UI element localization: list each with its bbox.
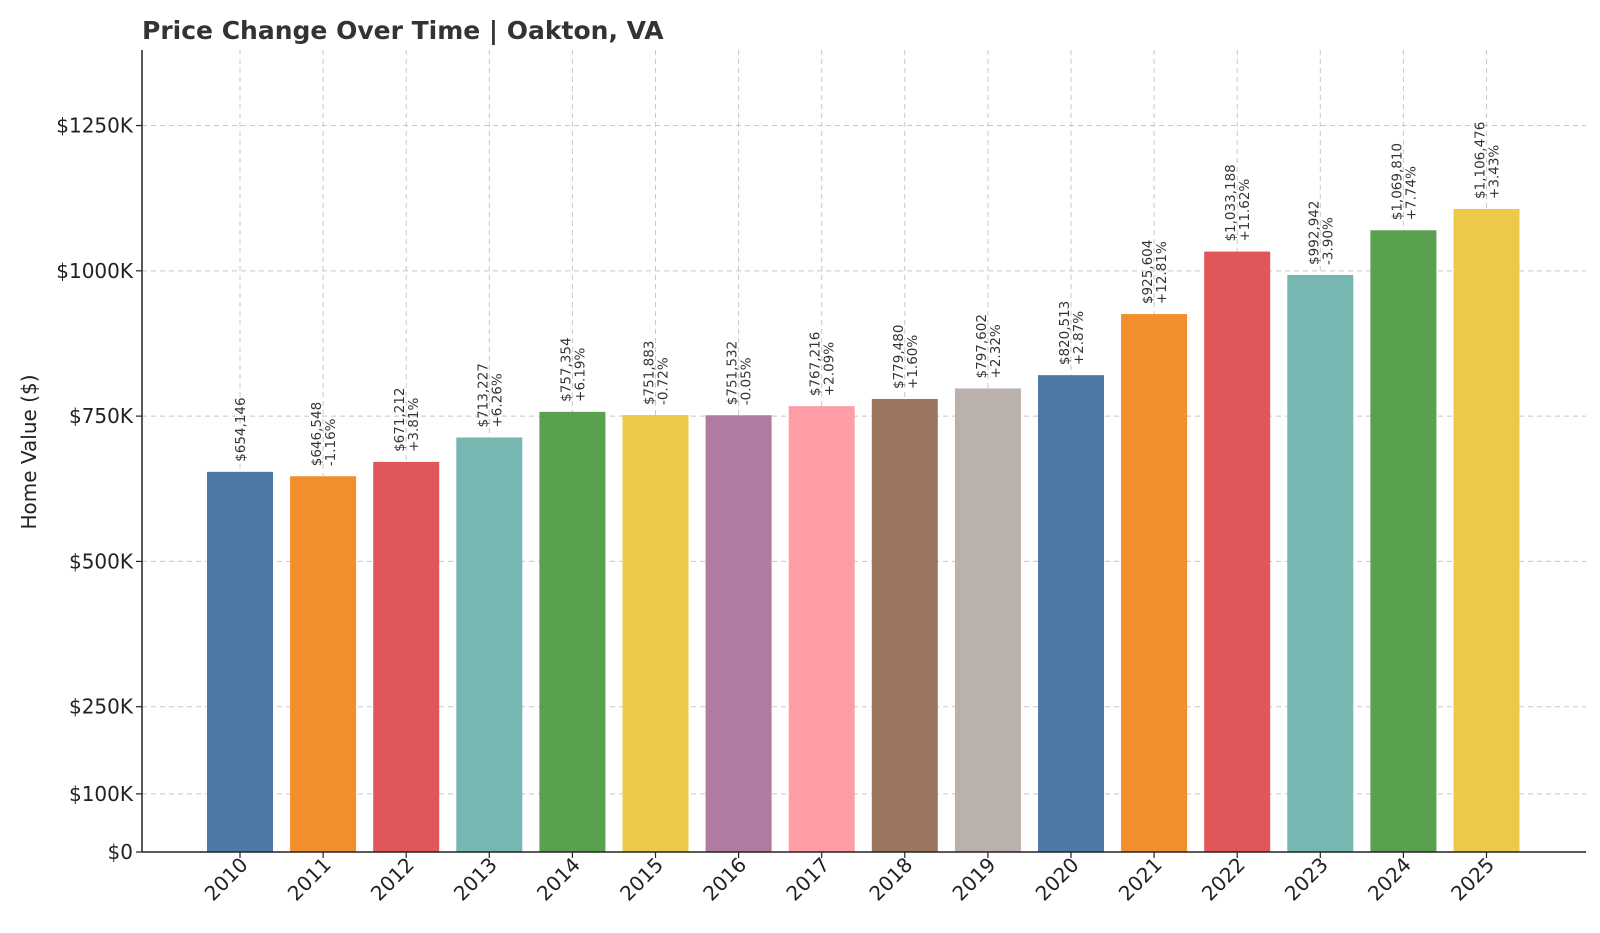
bar-2014 [539, 411, 606, 852]
bars [207, 208, 1520, 853]
bar-2023 [1287, 274, 1354, 853]
bar-2010 [207, 471, 273, 852]
y-tick-label: $1250K [56, 114, 134, 138]
y-tick-label: $500K [69, 549, 134, 573]
bar-2019 [954, 388, 1021, 852]
y-tick-label: $250K [69, 695, 134, 719]
bar-value-label: $820,513 [1057, 301, 1073, 365]
bar-value-label: $1,069,810 [1389, 143, 1405, 220]
x-tick-label: 2017 [781, 853, 834, 906]
bar-change-label: +2.87% [1071, 311, 1087, 365]
bar-label-2021: $925,604+12.81% [1140, 240, 1170, 304]
bar-2017 [788, 406, 855, 852]
y-tick-label: $100K [69, 782, 134, 806]
bar-2013 [456, 437, 523, 852]
bar-label-2019: $797,602+2.32% [974, 314, 1004, 378]
bar-2018 [871, 398, 938, 852]
x-tick-label: 2018 [864, 853, 917, 906]
x-ticks: 2010 2011 2012 2013 2014 2015 2016 2017 2018 2019… [200, 852, 1499, 906]
bar-value-label: $751,883 [642, 341, 658, 405]
x-tick-label: 2010 [200, 853, 253, 906]
bar-change-label: +1.60% [905, 335, 921, 389]
bar-change-label: +11.62% [1237, 179, 1253, 242]
bar-value-label: $797,602 [974, 314, 990, 378]
bar-value-label: $925,604 [1140, 240, 1156, 304]
y-ticks: $0 $100K $250K $500K $750K $1000K $1250K [56, 114, 142, 864]
bar-change-label: +2.09% [822, 342, 838, 396]
x-tick-label: 2024 [1363, 853, 1416, 906]
bar-change-label: -1.16% [323, 418, 339, 466]
x-tick-label: 2022 [1197, 853, 1250, 906]
bar-2025 [1453, 208, 1520, 852]
y-tick-label: $750K [69, 404, 134, 428]
bar-change-label: -0.05% [739, 357, 755, 405]
x-tick-label: 2013 [449, 853, 502, 906]
y-tick-label: $1000K [56, 259, 134, 283]
x-tick-label: 2014 [532, 853, 585, 906]
bar-2015 [622, 415, 689, 852]
bar-value-label: $992,942 [1306, 201, 1322, 265]
x-tick-label: 2015 [615, 853, 668, 906]
bar-label-2012: $671,212+3.81% [392, 387, 422, 451]
bar-2020 [1038, 375, 1104, 852]
bar-2012 [373, 461, 440, 852]
bar-value-label: $779,480 [891, 325, 907, 389]
bar-2021 [1121, 314, 1188, 852]
bar-change-label: +7.74% [1403, 166, 1419, 220]
bar-value-label: $767,216 [808, 332, 824, 396]
y-axis-label: Home Value ($) [17, 374, 41, 529]
x-tick-label: 2023 [1280, 853, 1333, 906]
x-tick-label: 2019 [947, 853, 1000, 906]
bar-2011 [290, 476, 357, 852]
x-tick-label: 2025 [1446, 853, 1499, 906]
bar-change-label: +6.26% [489, 373, 505, 427]
bar-value-label: $713,227 [475, 363, 491, 427]
bar-value-label: $1,106,476 [1473, 122, 1489, 199]
bar-label-2014: $757,354+6.19% [558, 337, 588, 401]
chart-title: Price Change Over Time | Oakton, VA [142, 16, 664, 45]
bar-value-label: $646,548 [309, 402, 325, 466]
bar-label-2020: $820,513+2.87% [1057, 301, 1087, 365]
bar-label-2013: $713,227+6.26% [475, 363, 505, 427]
bar-label-2015: $751,883-0.72% [642, 341, 672, 405]
bar-value-label: $671,212 [392, 387, 408, 451]
bar-value-label: $751,532 [725, 341, 741, 405]
bar-labels: $654,146 $646,548-1.16% $671,212+3.81% $713… [233, 122, 1503, 467]
bar-label-2022: $1,033,188+11.62% [1223, 164, 1253, 241]
bar-change-label: +2.32% [988, 324, 1004, 378]
bar-2022 [1204, 251, 1271, 853]
bar-value-label: $654,146 [233, 397, 249, 461]
bar-2016 [705, 415, 772, 852]
bar-change-label: +6.19% [572, 347, 588, 401]
bar-label-2024: $1,069,810+7.74% [1389, 143, 1419, 220]
bar-change-label: +3.81% [406, 398, 422, 452]
x-tick-label: 2012 [366, 853, 419, 906]
bar-change-label: -3.90% [1320, 217, 1336, 265]
x-tick-label: 2016 [698, 853, 751, 906]
bar-change-label: -0.72% [656, 357, 672, 405]
bar-change-label: +3.43% [1487, 145, 1503, 199]
bar-label-2016: $751,532-0.05% [725, 341, 755, 405]
x-tick-label: 2020 [1031, 853, 1084, 906]
x-tick-label: 2011 [283, 853, 336, 906]
axes [141, 50, 1586, 853]
bar-label-2023: $992,942-3.90% [1306, 201, 1336, 265]
y-tick-label: $0 [108, 840, 133, 864]
bar-change-label: +12.81% [1154, 241, 1170, 304]
bar-value-label: $757,354 [558, 337, 574, 401]
bar-value-label: $1,033,188 [1223, 164, 1239, 241]
bar-label-2018: $779,480+1.60% [891, 325, 921, 389]
x-tick-label: 2021 [1114, 853, 1167, 906]
bar-label-2017: $767,216+2.09% [808, 332, 838, 396]
bar-label-2025: $1,106,476+3.43% [1473, 122, 1503, 199]
bar-2024 [1370, 230, 1437, 852]
bar-label-2011: $646,548-1.16% [309, 402, 339, 466]
bar-label-2010: $654,146 [233, 397, 249, 461]
gridlines [142, 50, 1586, 852]
